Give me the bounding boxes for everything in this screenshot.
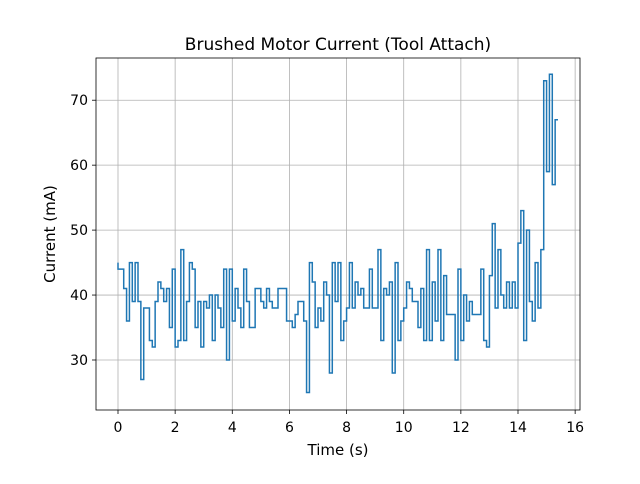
x-axis-label: Time (s) bbox=[307, 441, 369, 459]
chart-title: Brushed Motor Current (Tool Attach) bbox=[185, 35, 491, 55]
y-axis-label: Current (mA) bbox=[41, 185, 59, 283]
y-tick-label: 40 bbox=[70, 288, 88, 304]
x-tick-label: 2 bbox=[171, 420, 180, 436]
x-tick-label: 14 bbox=[509, 420, 527, 436]
x-tick-label: 4 bbox=[228, 420, 237, 436]
x-tick-label: 0 bbox=[114, 420, 123, 436]
y-tick-label: 30 bbox=[70, 353, 88, 369]
step-line bbox=[117, 73, 558, 394]
x-tick-label: 6 bbox=[285, 420, 294, 436]
y-tick-label: 60 bbox=[70, 158, 88, 174]
x-tick-label: 12 bbox=[452, 420, 470, 436]
x-tick-label: 10 bbox=[395, 420, 413, 436]
x-tick-label: 16 bbox=[566, 420, 584, 436]
plot-frame bbox=[95, 57, 581, 411]
y-tick-label: 50 bbox=[70, 223, 88, 239]
x-tick-label: 8 bbox=[342, 420, 351, 436]
y-tick-label: 70 bbox=[70, 93, 88, 109]
